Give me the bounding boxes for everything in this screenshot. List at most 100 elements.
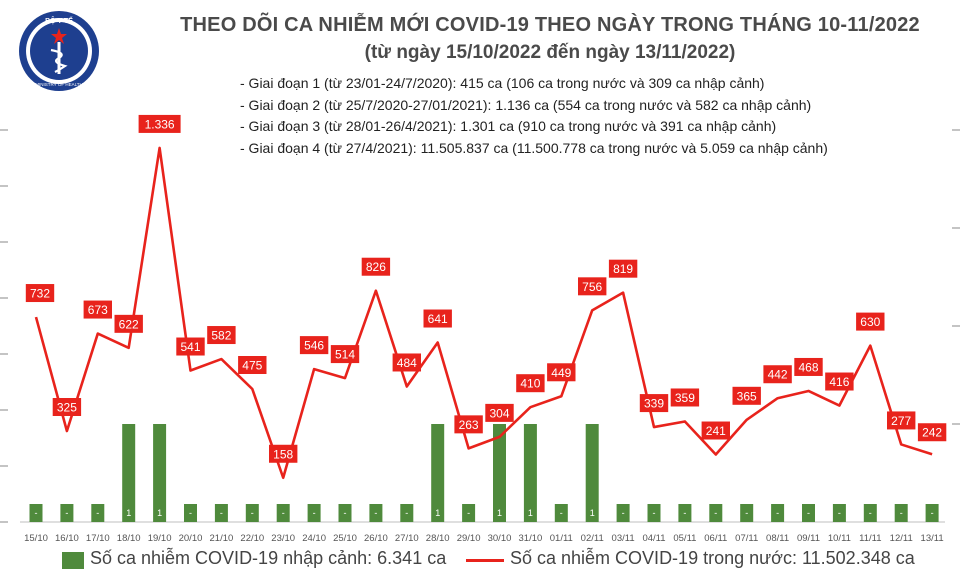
bar — [616, 504, 630, 522]
bar — [863, 504, 877, 522]
stage-2-summary: - Giai đoạn 2 (từ 25/7/2020-27/01/2021):… — [240, 96, 812, 113]
line-data-label-box — [887, 411, 916, 430]
line-data-label: 756 — [582, 280, 602, 294]
line-data-label-box — [330, 345, 360, 364]
bar — [709, 504, 723, 522]
bar-data-label: - — [313, 508, 316, 518]
bar-data-label: - — [745, 508, 748, 518]
x-axis-tick-label: 15/10 — [24, 533, 48, 544]
logo-text-top: BỘ Y TẾ — [45, 15, 73, 25]
bar-data-label: - — [282, 508, 285, 518]
line-data-label: 546 — [304, 339, 324, 353]
x-axis-tick-label: 06/11 — [704, 533, 727, 544]
line-data-label: 514 — [335, 348, 355, 362]
bar — [184, 504, 197, 522]
legend-line-swatch — [466, 559, 504, 562]
x-axis-tick-label: 07/11 — [735, 533, 758, 544]
x-axis-tick-label: 21/10 — [210, 533, 234, 544]
chart-subtitle: (từ ngày 15/10/2022 đến ngày 13/11/2022) — [364, 42, 736, 63]
x-axis-tick-label: 11/11 — [859, 533, 881, 544]
bar-data-label: 1 — [528, 508, 533, 518]
bar — [647, 504, 661, 522]
bar — [153, 424, 167, 522]
line-data-label-box — [269, 444, 298, 463]
bar — [29, 504, 43, 522]
bar-data-label: - — [622, 508, 625, 518]
x-axis-tick-label: 16/10 — [55, 533, 79, 544]
line-data-label: 826 — [366, 260, 386, 274]
x-axis-tick-label: 22/10 — [240, 533, 264, 544]
line-data-label-box — [670, 388, 700, 407]
line-data-label: 732 — [30, 287, 50, 301]
bar-data-label: - — [374, 508, 377, 518]
line-data-label-box — [83, 300, 112, 319]
bar — [338, 504, 352, 522]
x-axis-tick-label: 12/11 — [890, 533, 913, 544]
bar-data-label: - — [251, 508, 254, 518]
legend-line-label: Số ca nhiễm COVID-19 trong nước: 11.502.… — [510, 548, 915, 568]
line-data-label: 468 — [798, 360, 818, 374]
x-axis-tick-label: 03/11 — [612, 533, 635, 544]
line-data-label: 410 — [520, 377, 540, 391]
bar-data-label: - — [931, 508, 934, 518]
x-axis-tick-label: 05/11 — [673, 533, 696, 544]
x-axis-tick-label: 19/10 — [148, 533, 172, 544]
bar-data-label: - — [35, 508, 38, 518]
line-data-label: 819 — [613, 262, 633, 276]
line-data-label: 241 — [706, 424, 726, 438]
x-axis-tick-label: 09/11 — [797, 533, 820, 544]
x-axis-tick-label: 26/10 — [364, 533, 388, 544]
bar — [214, 504, 228, 522]
line-data-label: 304 — [489, 406, 509, 420]
line-data-label: 673 — [88, 303, 108, 317]
line-data-label-box — [763, 365, 792, 384]
line-data-label-box — [423, 309, 452, 328]
bar-data-label: - — [653, 508, 656, 518]
line-data-label: 158 — [273, 447, 293, 461]
bar — [585, 424, 599, 522]
x-axis-tick-label: 02/11 — [581, 533, 604, 544]
line-data-label: 1.336 — [145, 117, 175, 131]
bar-data-label: 1 — [157, 508, 162, 518]
bar — [60, 504, 74, 522]
line-data-label-box — [701, 421, 730, 440]
line-data-label-box — [547, 363, 576, 382]
line-data-label-box — [207, 326, 236, 345]
x-axis-tick-label: 30/10 — [488, 533, 512, 544]
line-data-label: 630 — [860, 315, 880, 329]
bar — [894, 504, 908, 522]
x-axis-tick-label: 24/10 — [302, 533, 326, 544]
bar-data-label: - — [65, 508, 68, 518]
line-data-label: 484 — [397, 356, 417, 370]
bar — [554, 504, 568, 522]
logo-text-bottom: MINISTRY OF HEALTH — [35, 82, 83, 87]
bar-data-label: - — [344, 508, 347, 518]
x-axis-tick-label: 28/10 — [426, 533, 450, 544]
bar — [678, 504, 692, 522]
bar-data-label: - — [467, 508, 470, 518]
x-axis-tick-label: 29/10 — [457, 533, 481, 544]
line-data-label: 416 — [829, 375, 849, 389]
x-axis-tick-label: 08/11 — [766, 533, 789, 544]
x-axis-tick-label: 25/10 — [333, 533, 357, 544]
bar-data-label: - — [776, 508, 779, 518]
line-data-label-box — [917, 423, 947, 442]
x-axis-tick-label: 10/11 — [828, 533, 851, 544]
bar-data-label: - — [807, 508, 810, 518]
line-data-label-box — [52, 398, 82, 416]
line-data-label-box — [361, 257, 391, 276]
bar — [771, 504, 785, 522]
bar — [245, 504, 259, 522]
legend-bar-label: Số ca nhiễm COVID-19 nhập cảnh: 6.341 ca — [90, 548, 447, 568]
stage-3-summary: - Giai đoạn 3 (từ 28/01-26/4/2021): 1.30… — [240, 118, 777, 134]
bar — [91, 504, 105, 522]
bar-data-label: 1 — [435, 508, 440, 518]
line-data-label-box — [825, 372, 854, 391]
line-data-label-box — [238, 356, 267, 374]
line-data-label: 339 — [644, 397, 664, 411]
bar-data-label: - — [189, 508, 192, 518]
bar-data-label: - — [838, 508, 841, 518]
line-data-label-box — [608, 259, 638, 278]
stage-4-summary: - Giai đoạn 4 (từ 27/4/2021): 11.505.837… — [240, 139, 828, 156]
